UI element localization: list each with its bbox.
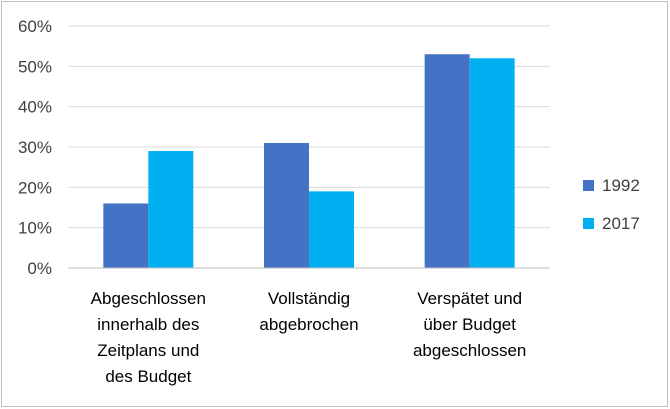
x-category-label-line: Vollständig (268, 289, 350, 308)
x-category-label-line: Abgeschlossen (91, 289, 206, 308)
x-category-label-line: innerhalb des (97, 315, 199, 334)
y-tick-label: 10% (18, 219, 52, 238)
legend: 1992 2017 (583, 176, 640, 233)
y-axis-labels: 0% 10% 20% 30% 40% 50% 60% (18, 17, 52, 278)
bar-1992-1 (264, 142, 309, 268)
bar-1992-2 (424, 54, 470, 268)
bar-2017-2 (469, 58, 515, 269)
bar-2017-1 (309, 191, 354, 268)
legend-label-2017: 2017 (602, 214, 640, 233)
y-tick-label: 20% (18, 178, 52, 197)
bars (103, 54, 515, 269)
y-tick-label: 50% (18, 57, 52, 76)
x-category-label-line: Verspätet und (417, 289, 522, 308)
x-category-label-line: des Budget (105, 367, 191, 386)
x-category-label-line: abgebrochen (259, 315, 358, 334)
legend-swatch-1992 (583, 180, 594, 191)
legend-label-1992: 1992 (602, 176, 640, 195)
legend-swatch-2017 (583, 218, 594, 229)
bar-1992-0 (103, 203, 149, 268)
x-category-label: Vollständig abgebrochen (259, 289, 358, 334)
x-category-label: Verspätet und über Budget abgeschlossen (413, 289, 526, 360)
y-tick-label: 40% (18, 98, 52, 117)
y-tick-label: 60% (18, 17, 52, 36)
x-axis-labels: Abgeschlossen innerhalb des Zeitplans und d… (91, 289, 527, 386)
y-tick-label: 0% (27, 259, 52, 278)
bar-2017-0 (148, 151, 194, 268)
y-tick-label: 30% (18, 138, 52, 157)
x-category-label: Abgeschlossen innerhalb des Zeitplans und d… (91, 289, 206, 386)
x-category-label-line: über Budget (423, 315, 516, 334)
x-category-label-line: Zeitplans und (97, 341, 199, 360)
x-category-label-line: abgeschlossen (413, 341, 526, 360)
